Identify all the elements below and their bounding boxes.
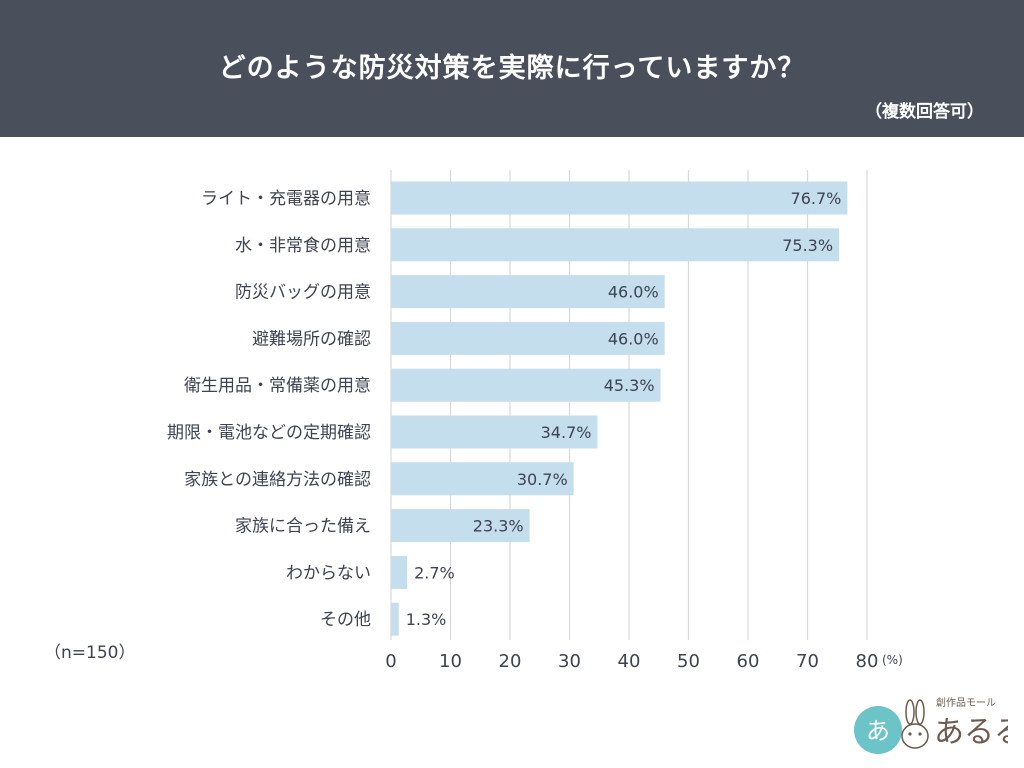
category-label: 家族との連絡方法の確認 bbox=[184, 470, 371, 490]
value-label: 75.3% bbox=[782, 236, 833, 255]
x-tick-label: 80 bbox=[856, 651, 879, 672]
page-title: どのような防災対策を実際に行っていますか？ bbox=[218, 53, 806, 84]
bar bbox=[391, 509, 530, 543]
x-tick-label: 50 bbox=[677, 651, 700, 672]
logo-circle bbox=[854, 706, 902, 754]
bar bbox=[391, 275, 665, 309]
rabbit-icon bbox=[901, 699, 929, 749]
logo-tagline: 創作品モール bbox=[936, 697, 996, 709]
store-logo: あ 創作品モール あるる bbox=[854, 697, 1008, 754]
value-label: 23.3% bbox=[473, 517, 524, 536]
category-label: 避難場所の確認 bbox=[252, 329, 371, 349]
category-label: 水・非常食の用意 bbox=[235, 236, 371, 256]
value-label: 30.7% bbox=[517, 470, 568, 489]
bar bbox=[391, 415, 598, 449]
value-label: 2.7% bbox=[414, 563, 455, 582]
bar bbox=[391, 321, 665, 355]
bar bbox=[391, 462, 574, 496]
value-label: 76.7% bbox=[791, 189, 842, 208]
bar-chart: 0 10 20 30 40 50 60 70 80 (%) ライト・充電器の用意 76.7% 水・非常食… bbox=[167, 170, 903, 672]
logo-name: あるる bbox=[934, 715, 1008, 750]
bar bbox=[391, 602, 399, 636]
category-label: 期限・電池などの定期確認 bbox=[167, 423, 371, 443]
page-subtitle: （複数回答可） bbox=[865, 102, 984, 122]
sample-size-note: （n=150） bbox=[44, 643, 136, 663]
x-tick-label: 0 bbox=[385, 651, 396, 672]
category-label: その他 bbox=[320, 610, 371, 630]
x-tick-label: 20 bbox=[499, 651, 522, 672]
value-label: 1.3% bbox=[406, 610, 447, 629]
category-label: 防災バッグの用意 bbox=[235, 283, 371, 303]
value-label: 34.7% bbox=[541, 423, 592, 442]
value-label: 46.0% bbox=[608, 283, 659, 302]
x-tick-label: 10 bbox=[439, 651, 462, 672]
bar bbox=[391, 181, 848, 215]
bar bbox=[391, 228, 840, 262]
category-label: 家族に合った備え bbox=[235, 517, 371, 537]
value-label: 45.3% bbox=[604, 376, 655, 395]
bar bbox=[391, 555, 408, 589]
category-label: 衛生用品・常備薬の用意 bbox=[184, 376, 371, 396]
x-unit-label: (%) bbox=[882, 653, 903, 667]
header-banner: どのような防災対策を実際に行っていますか？ （複数回答可） bbox=[0, 0, 1024, 137]
x-tick-label: 30 bbox=[558, 651, 581, 672]
x-tick-label: 70 bbox=[796, 651, 819, 672]
category-label: ライト・充電器の用意 bbox=[201, 189, 371, 209]
category-label: わからない bbox=[286, 563, 371, 583]
bar bbox=[391, 368, 661, 402]
x-tick-label: 40 bbox=[618, 651, 641, 672]
value-label: 46.0% bbox=[608, 329, 659, 348]
x-tick-label: 60 bbox=[737, 651, 760, 672]
logo-circle-glyph: あ bbox=[866, 717, 890, 745]
